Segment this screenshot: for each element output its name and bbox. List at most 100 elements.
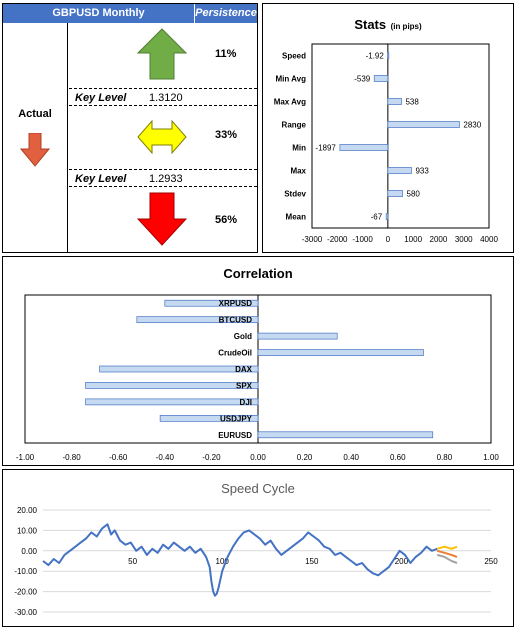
persistence-label: Persistence <box>195 7 257 19</box>
correlation-title: Correlation <box>223 266 293 281</box>
x-tick-label: 100 <box>216 557 230 566</box>
bar <box>385 213 389 220</box>
x-tick-label: 200 <box>395 557 409 566</box>
key-level-label: Key Level <box>75 173 127 185</box>
category-label: Min Avg <box>275 75 306 84</box>
stats-title: Stats <box>354 17 387 32</box>
x-tick-label: -1000 <box>352 235 373 244</box>
y-tick-label: 10.00 <box>17 526 38 535</box>
x-tick-label: -0.40 <box>156 453 175 462</box>
key-level-label: Key Level <box>75 92 127 104</box>
category-label: EURUSD <box>218 431 252 440</box>
bar <box>387 190 403 197</box>
data-label: 580 <box>407 190 421 199</box>
y-tick-label: -10.00 <box>14 567 37 576</box>
bar <box>387 167 412 174</box>
bar <box>257 332 338 340</box>
bar <box>159 414 259 422</box>
category-label: Min <box>292 144 306 153</box>
x-tick-label: 4000 <box>480 235 498 244</box>
y-tick-label: 0.00 <box>21 547 37 556</box>
series-line <box>42 523 438 597</box>
bar <box>387 121 460 128</box>
data-label: 2830 <box>463 121 481 130</box>
correlation-chart: XRPUSD BTCUSD Gold CrudeOil DAX SPX DJI USDJPY E… <box>16 294 499 462</box>
column-divider <box>67 23 68 252</box>
x-tick-label: 0.80 <box>437 453 453 462</box>
x-tick-label: -2000 <box>327 235 348 244</box>
speed-cycle-chart: 20.00 10.00 0.00 -10.00 -20.00 -30.00 50 100 150… <box>14 506 498 617</box>
bar <box>164 299 259 307</box>
bar <box>136 316 259 324</box>
category-label: Max Avg <box>274 98 306 107</box>
actual-label: Actual <box>18 108 52 120</box>
x-tick-label: 0.40 <box>343 453 359 462</box>
correlation-panel: Correlation XRPUSD BTCUSD Gold CrudeOil DAX S… <box>2 256 514 466</box>
x-tick-label: 250 <box>484 557 498 566</box>
category-label: Mean <box>286 213 307 222</box>
category-label: DJI <box>240 398 252 407</box>
speed-cycle-title: Speed Cycle <box>221 481 295 496</box>
stats-subtitle: (in pips) <box>390 22 422 31</box>
x-tick-label: -1.00 <box>16 453 35 462</box>
down-percent: 56% <box>215 214 238 226</box>
data-label: -67 <box>371 213 383 222</box>
up-arrow-icon <box>137 28 187 80</box>
x-tick-label: 50 <box>128 557 137 566</box>
stats-panel: Stats (in pips) Speed -1.92 Min Avg -539 Max… <box>262 3 514 253</box>
key-level-row-upper: Key Level 1.3120 <box>69 88 257 106</box>
category-label: Speed <box>282 52 306 61</box>
stats-title-row: Stats (in pips) <box>263 16 513 34</box>
bar <box>387 98 402 105</box>
data-label: 933 <box>415 167 429 176</box>
data-label: -539 <box>354 75 371 84</box>
data-label: -1.92 <box>366 52 385 61</box>
key-level-row-lower: Key Level 1.2933 <box>69 169 257 187</box>
sideways-arrow-icon <box>137 120 187 154</box>
x-tick-label: -0.60 <box>109 453 128 462</box>
category-label: USDJPY <box>220 414 253 423</box>
category-label: XRPUSD <box>219 299 253 308</box>
category-label: SPX <box>236 381 253 390</box>
up-percent: 11% <box>215 48 237 60</box>
y-tick-label: 20.00 <box>17 506 38 515</box>
x-tick-label: 0.00 <box>250 453 266 462</box>
bar <box>339 144 389 151</box>
speed-cycle-panel: Speed Cycle 20.00 10.00 0.00 -10.00 -20.00 -3… <box>2 469 514 627</box>
bar <box>387 52 390 59</box>
category-label: Gold <box>234 332 252 341</box>
x-tick-label: 2000 <box>430 235 448 244</box>
y-tick-label: -30.00 <box>14 608 37 617</box>
x-tick-label: 3000 <box>455 235 473 244</box>
category-label: CrudeOil <box>218 349 252 358</box>
x-tick-label: -0.20 <box>202 453 221 462</box>
key-level-lower-value: 1.2933 <box>149 173 183 185</box>
plot-area <box>311 43 490 229</box>
data-label: 538 <box>405 98 419 107</box>
x-tick-label: 1000 <box>404 235 422 244</box>
actual-down-arrow-icon <box>20 133 50 167</box>
x-tick-label: 0.20 <box>297 453 313 462</box>
flat-percent: 33% <box>215 129 238 141</box>
down-arrow-icon <box>137 192 187 246</box>
bar <box>257 431 434 439</box>
bar <box>85 398 259 406</box>
category-label: Range <box>282 121 307 130</box>
x-tick-label: 150 <box>305 557 319 566</box>
key-level-upper-value: 1.3120 <box>149 92 183 104</box>
x-tick-label: 0 <box>386 235 391 244</box>
x-tick-label: -3000 <box>302 235 323 244</box>
bar <box>85 382 259 389</box>
x-tick-label: 0.60 <box>390 453 406 462</box>
category-label: DAX <box>235 365 253 374</box>
table-title: GBPUSD Monthly <box>3 4 195 23</box>
category-label: BTCUSD <box>219 316 253 325</box>
bar <box>373 75 389 82</box>
bar <box>257 349 424 356</box>
x-tick-label: 1.00 <box>483 453 499 462</box>
table-header: GBPUSD Monthly Persistence <box>3 4 257 23</box>
persistence-panel: GBPUSD Monthly Persistence Actual 11% Ke… <box>2 3 258 253</box>
x-tick-label: -0.80 <box>62 453 81 462</box>
series-line <box>436 545 458 550</box>
y-tick-label: -20.00 <box>14 588 37 597</box>
